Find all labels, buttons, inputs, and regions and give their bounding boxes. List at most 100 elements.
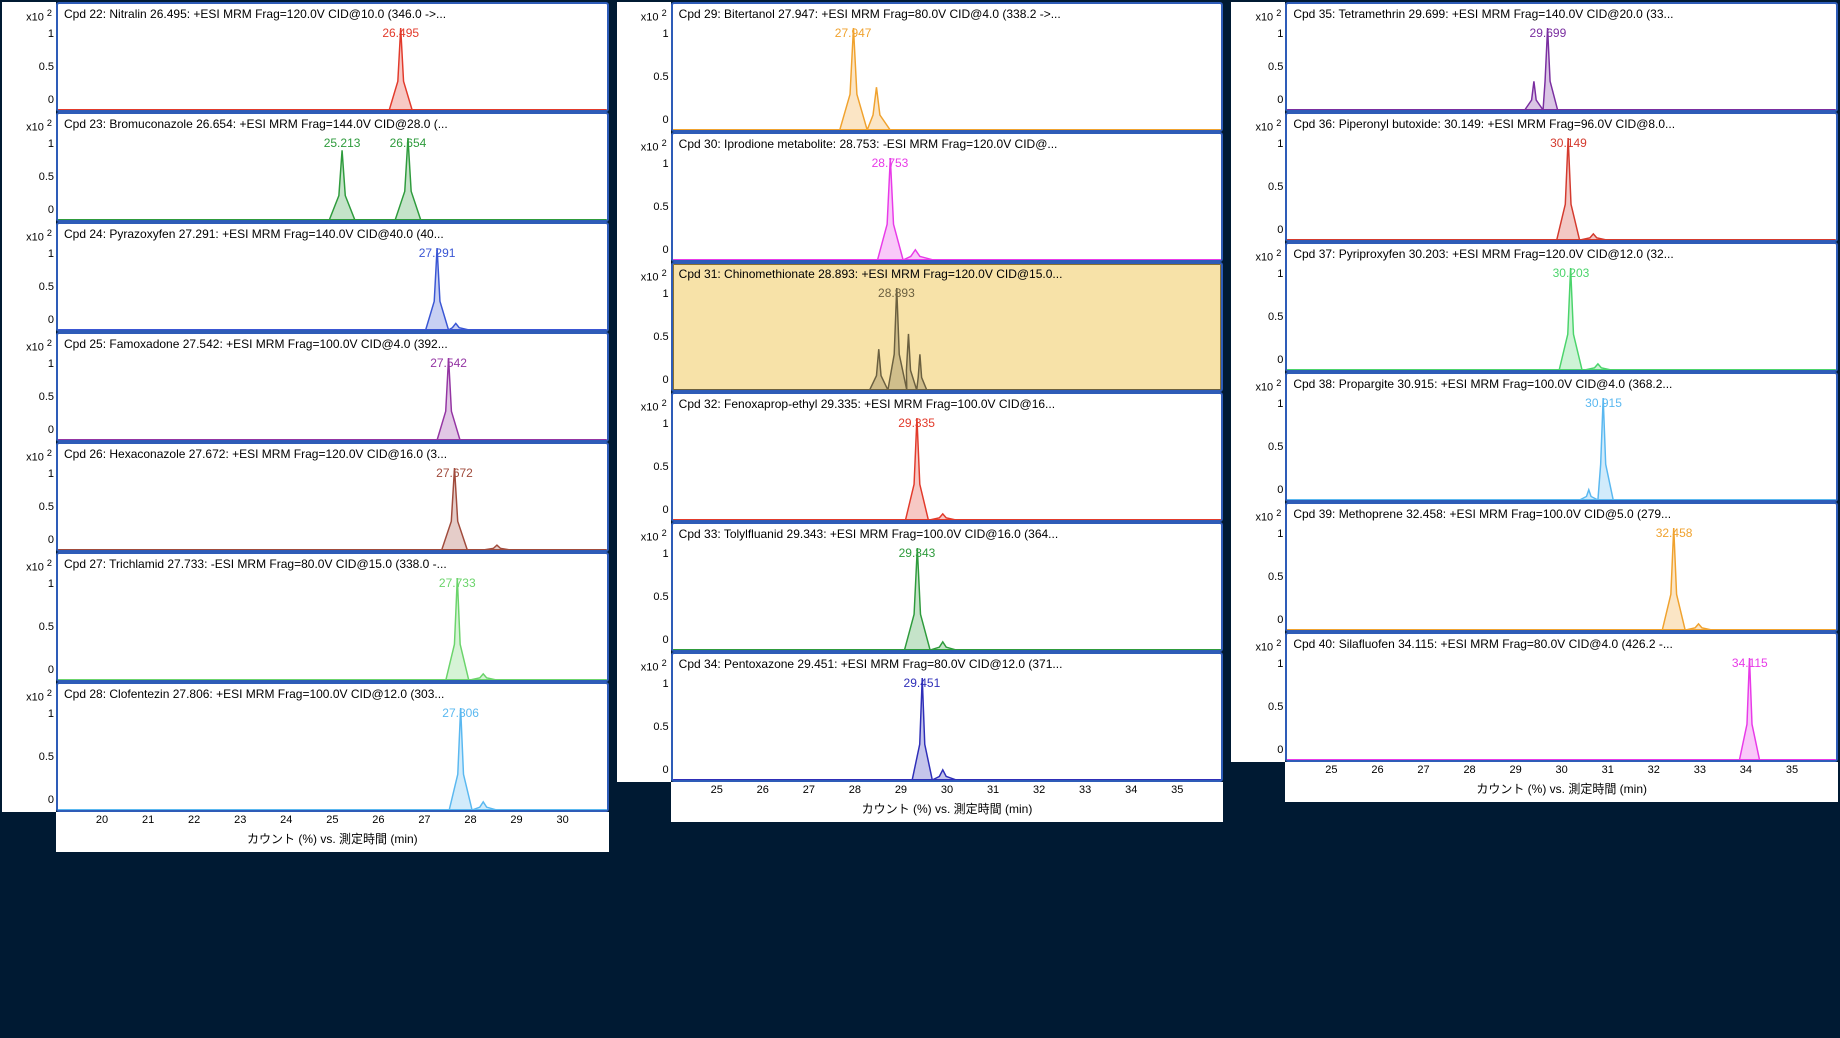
xtick: 23 [234, 814, 246, 826]
ytick: 0 [663, 504, 669, 516]
y-axis-label: x10 2 1 0.5 0 [2, 682, 56, 812]
peak-label: 30.915 [1585, 396, 1622, 410]
plot-area: 27.947 [673, 26, 1222, 130]
peak-label: 27.672 [436, 466, 473, 480]
y-exponent-sup: 2 [47, 8, 52, 18]
chromatogram-panel[interactable]: Cpd 24: Pyrazoxyfen 27.291: +ESI MRM Fra… [56, 222, 609, 332]
chromatogram-panel[interactable]: Cpd 33: Tolylfluanid 29.343: +ESI MRM Fr… [671, 522, 1224, 652]
ytick: 1 [663, 288, 669, 300]
y-exponent: x10 [26, 452, 44, 464]
y-axis-label: x10 2 1 0.5 0 [2, 442, 56, 552]
ytick: 0.5 [653, 71, 668, 83]
xtick: 35 [1171, 784, 1183, 796]
x-axis-title: カウント (%) vs. 測定時間 (min) [1285, 780, 1838, 797]
y-exponent: x10 [1255, 512, 1273, 524]
ytick: 1 [663, 678, 669, 690]
column-1: x10 2 1 0.5 0 Cpd 29: Bitertanol 27.947:… [617, 2, 1224, 852]
xtick: 32 [1648, 764, 1660, 776]
y-exponent-sup: 2 [1276, 118, 1281, 128]
xtick: 29 [1509, 764, 1521, 776]
chromatogram-panel[interactable]: Cpd 40: Silafluofen 34.115: +ESI MRM Fra… [1285, 632, 1838, 762]
ytick: 1 [1277, 268, 1283, 280]
chromatogram-panel[interactable]: Cpd 38: Propargite 30.915: +ESI MRM Frag… [1285, 372, 1838, 502]
xtick: 30 [941, 784, 953, 796]
peak-label: 29.343 [899, 546, 936, 560]
xtick: 20 [96, 814, 108, 826]
ytick: 0 [663, 634, 669, 646]
ytick: 1 [1277, 138, 1283, 150]
plot-area: 26.495 [58, 26, 607, 110]
xtick: 34 [1125, 784, 1137, 796]
column-2: x10 2 1 0.5 0 Cpd 35: Tetramethrin 29.69… [1231, 2, 1838, 852]
chromatogram-panel[interactable]: Cpd 35: Tetramethrin 29.699: +ESI MRM Fr… [1285, 2, 1838, 112]
peak-label: 26.495 [382, 26, 419, 40]
panel-title: Cpd 40: Silafluofen 34.115: +ESI MRM Fra… [1293, 637, 1830, 651]
y-exponent-sup: 2 [47, 688, 52, 698]
peak-label: 28.893 [878, 286, 915, 300]
panel-row: x10 2 1 0.5 0 Cpd 40: Silafluofen 34.115… [1231, 632, 1838, 762]
plot-area: 27.542 [58, 356, 607, 440]
panel-title: Cpd 22: Nitralin 26.495: +ESI MRM Frag=1… [64, 7, 601, 21]
y-axis-label: x10 2 1 0.5 0 [2, 332, 56, 442]
chromatogram-panel[interactable]: Cpd 34: Pentoxazone 29.451: +ESI MRM Fra… [671, 652, 1224, 782]
chromatogram-panel[interactable]: Cpd 25: Famoxadone 27.542: +ESI MRM Frag… [56, 332, 609, 442]
chromatogram-panel[interactable]: Cpd 27: Trichlamid 27.733: -ESI MRM Frag… [56, 552, 609, 682]
chromatogram-panel[interactable]: Cpd 22: Nitralin 26.495: +ESI MRM Frag=1… [56, 2, 609, 112]
chromatogram-panel[interactable]: Cpd 39: Methoprene 32.458: +ESI MRM Frag… [1285, 502, 1838, 632]
chromatogram-panel[interactable]: Cpd 26: Hexaconazole 27.672: +ESI MRM Fr… [56, 442, 609, 552]
plot-area: 29.451 [673, 676, 1222, 780]
panel-title: Cpd 23: Bromuconazole 26.654: +ESI MRM F… [64, 117, 601, 131]
xtick: 27 [418, 814, 430, 826]
y-axis-label: x10 2 1 0.5 0 [1231, 632, 1285, 762]
ytick: 0.5 [1268, 61, 1283, 73]
ytick: 1 [48, 138, 54, 150]
ytick: 1 [1277, 398, 1283, 410]
panel-title: Cpd 38: Propargite 30.915: +ESI MRM Frag… [1293, 377, 1830, 391]
peak-label: 29.699 [1530, 26, 1567, 40]
panel-title: Cpd 30: Iprodione metabolite: 28.753: -E… [679, 137, 1216, 151]
peak-label: 27.733 [439, 576, 476, 590]
chromatogram-panel[interactable]: Cpd 31: Chinomethionate 28.893: +ESI MRM… [671, 262, 1224, 392]
y-exponent: x10 [1255, 122, 1273, 134]
y-axis-label: x10 2 1 0.5 0 [2, 112, 56, 222]
chromatogram-panel[interactable]: Cpd 30: Iprodione metabolite: 28.753: -E… [671, 132, 1224, 262]
ytick: 0.5 [1268, 701, 1283, 713]
panel-title: Cpd 33: Tolylfluanid 29.343: +ESI MRM Fr… [679, 527, 1216, 541]
panel-title: Cpd 27: Trichlamid 27.733: -ESI MRM Frag… [64, 557, 601, 571]
chromatogram-panel[interactable]: Cpd 28: Clofentezin 27.806: +ESI MRM Fra… [56, 682, 609, 812]
chromatogram-panel[interactable]: Cpd 37: Pyriproxyfen 30.203: +ESI MRM Fr… [1285, 242, 1838, 372]
ytick: 0 [1277, 744, 1283, 756]
ytick: 0.5 [39, 281, 54, 293]
peak-label: 30.149 [1550, 136, 1587, 150]
y-exponent: x10 [1255, 252, 1273, 264]
ytick: 0 [663, 244, 669, 256]
y-exponent: x10 [26, 232, 44, 244]
plot-area: 27.291 [58, 246, 607, 330]
panel-title: Cpd 39: Methoprene 32.458: +ESI MRM Frag… [1293, 507, 1830, 521]
xtick: 25 [326, 814, 338, 826]
x-axis: 2526272829303132333435カウント (%) vs. 測定時間 … [1285, 762, 1838, 802]
peak-label: 28.753 [872, 156, 909, 170]
chromatogram-panel[interactable]: Cpd 32: Fenoxaprop-ethyl 29.335: +ESI MR… [671, 392, 1224, 522]
xtick: 27 [803, 784, 815, 796]
y-exponent-sup: 2 [1276, 638, 1281, 648]
ytick: 0 [48, 534, 54, 546]
ytick: 1 [48, 358, 54, 370]
peak-label: 32.458 [1656, 526, 1693, 540]
ytick: 0.5 [39, 391, 54, 403]
chromatogram-panel[interactable]: Cpd 23: Bromuconazole 26.654: +ESI MRM F… [56, 112, 609, 222]
panel-title: Cpd 28: Clofentezin 27.806: +ESI MRM Fra… [64, 687, 601, 701]
xtick: 29 [895, 784, 907, 796]
chromatogram-panel[interactable]: Cpd 29: Bitertanol 27.947: +ESI MRM Frag… [671, 2, 1224, 132]
ytick: 0.5 [39, 501, 54, 513]
chromatogram-panel[interactable]: Cpd 36: Piperonyl butoxide: 30.149: +ESI… [1285, 112, 1838, 242]
y-exponent-sup: 2 [1276, 8, 1281, 18]
xtick: 31 [1602, 764, 1614, 776]
panel-title: Cpd 25: Famoxadone 27.542: +ESI MRM Frag… [64, 337, 601, 351]
y-exponent-sup: 2 [662, 398, 667, 408]
ytick: 0.5 [39, 61, 54, 73]
y-exponent: x10 [1255, 642, 1273, 654]
panel-row: x10 2 1 0.5 0 Cpd 27: Trichlamid 27.733:… [2, 552, 609, 682]
x-axis: 2021222324252627282930カウント (%) vs. 測定時間 … [56, 812, 609, 852]
y-exponent: x10 [1255, 382, 1273, 394]
